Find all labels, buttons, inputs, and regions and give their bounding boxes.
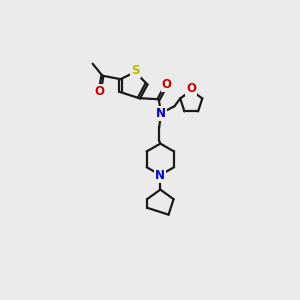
Text: O: O — [162, 77, 172, 91]
Text: N: N — [156, 106, 166, 120]
Text: S: S — [131, 64, 140, 77]
Text: O: O — [186, 82, 196, 95]
Text: O: O — [94, 85, 104, 98]
Text: N: N — [155, 169, 165, 182]
